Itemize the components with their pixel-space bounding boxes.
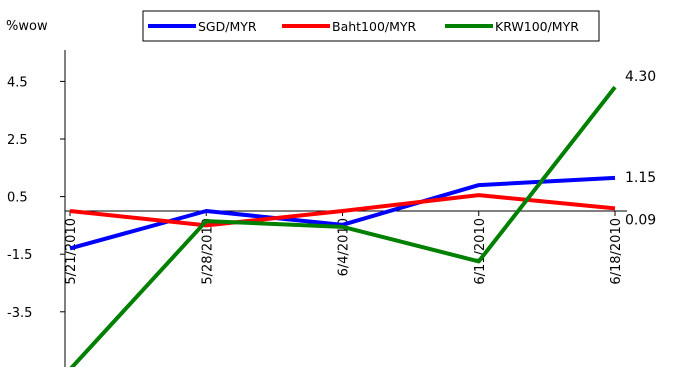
series-lines (69, 85, 617, 367)
series-line-sgd-myr (69, 175, 616, 251)
data-label: 1.15 (625, 170, 656, 186)
data-labels: 4.30 1.15 0.09 (625, 69, 656, 228)
y-tick-label: -1.5 (7, 248, 32, 263)
legend-label: Baht100/MYR (332, 19, 417, 34)
y-ticks: 4.5 2.5 0.5 -1.5 -3.5 (7, 75, 65, 321)
data-label: 4.30 (625, 69, 656, 85)
series-line-baht100-myr (69, 193, 616, 228)
legend-label: KRW100/MYR (495, 19, 579, 34)
x-ticks: 5/21/2010 5/28/2010 6/4/2010 6/11/2010 6/18/… (64, 211, 624, 285)
y-tick-label: 0.5 (7, 191, 28, 206)
data-label: 0.09 (625, 212, 656, 228)
legend-label: SGD/MYR (198, 19, 257, 34)
y-tick-label: 4.5 (7, 75, 28, 90)
y-tick-label: -3.5 (7, 306, 32, 321)
x-tick-label: 5/28/2010 (200, 218, 215, 285)
x-tick-label: 6/4/2010 (337, 218, 352, 276)
legend-box (142, 10, 600, 42)
series-line-krw100-myr (69, 85, 617, 367)
x-tick-label: 6/11/2010 (473, 218, 488, 285)
x-tick-label: 6/18/2010 (609, 218, 624, 285)
legend: SGD/MYR Baht100/MYR KRW100/MYR (142, 10, 600, 42)
y-axis-label: %wow (6, 19, 48, 34)
x-tick-label: 5/21/2010 (64, 218, 79, 285)
y-tick-label: 2.5 (7, 133, 28, 148)
